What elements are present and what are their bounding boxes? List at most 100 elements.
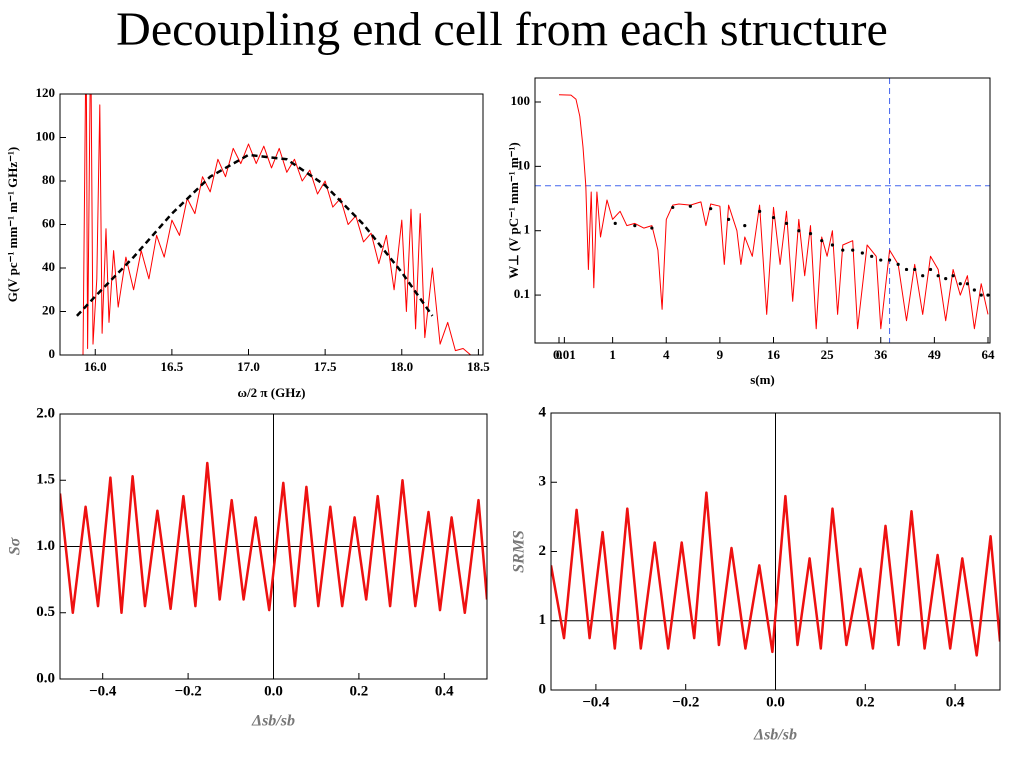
data-point bbox=[726, 217, 731, 221]
plot-frame bbox=[550, 412, 1001, 691]
x-tick-label: 64 bbox=[982, 347, 996, 362]
x-tick-label: 0.2 bbox=[350, 683, 369, 699]
data-point bbox=[841, 248, 845, 252]
data-point bbox=[830, 243, 835, 247]
data-point bbox=[986, 293, 990, 297]
data-point bbox=[743, 224, 747, 228]
y-tick-label: 4 bbox=[539, 404, 547, 420]
data-point bbox=[671, 205, 675, 210]
y-tick-label: 0.5 bbox=[36, 604, 55, 620]
y-tick-label: 1.5 bbox=[36, 472, 55, 488]
series-line bbox=[75, 153, 434, 317]
data-point bbox=[820, 239, 824, 243]
data-point bbox=[860, 251, 864, 255]
y-tick-label: 1 bbox=[539, 612, 547, 628]
x-tick-label: 0.4 bbox=[435, 683, 454, 699]
data-point bbox=[887, 258, 892, 262]
data-point bbox=[896, 262, 900, 266]
data-point bbox=[771, 215, 776, 220]
y-tick-label: 80 bbox=[42, 172, 55, 187]
x-tick-label: 17.5 bbox=[314, 359, 337, 374]
series-line bbox=[60, 461, 487, 615]
y-tick-label: 1.0 bbox=[36, 538, 55, 554]
data-point bbox=[758, 209, 762, 213]
x-tick-label: 17.0 bbox=[237, 359, 260, 374]
plot-area bbox=[535, 78, 990, 343]
data-point bbox=[944, 277, 948, 281]
x-tick-label: 0 bbox=[556, 347, 563, 362]
series-line bbox=[72, 94, 479, 355]
plot-area bbox=[72, 94, 479, 355]
chart: −0.4 −0.2 0.0 0.2 0.4 0.0 0.5 1.0 1.5 2.0 Δsb/sb Sσ bbox=[7, 405, 488, 730]
y-tick-label: 2.0 bbox=[36, 405, 55, 421]
x-axis-label: Δsb/sb bbox=[251, 713, 295, 730]
x-tick-label: −0.2 bbox=[174, 683, 201, 699]
y-tick-label: 0.1 bbox=[514, 286, 530, 301]
y-tick-label: 0 bbox=[539, 681, 547, 697]
x-tick-label: −0.4 bbox=[89, 683, 117, 699]
data-point bbox=[709, 207, 713, 211]
x-axis-label: Δsb/sb bbox=[753, 727, 797, 744]
x-tick-label: 16 bbox=[767, 347, 781, 362]
y-axis-label: G(V pc⁻¹ mm⁻¹ m⁻¹ GHz⁻¹) bbox=[5, 147, 20, 302]
x-tick-label: 0.01 bbox=[553, 347, 576, 362]
data-point bbox=[951, 274, 955, 278]
y-tick-label: 100 bbox=[36, 128, 56, 143]
y-tick-label: 0.0 bbox=[36, 670, 55, 686]
data-point bbox=[784, 221, 789, 225]
y-tick-label: 100 bbox=[511, 93, 531, 108]
data-point bbox=[972, 288, 976, 292]
data-point bbox=[928, 267, 933, 272]
plot-area bbox=[551, 413, 1000, 690]
data-point bbox=[650, 226, 654, 230]
x-tick-label: 0.0 bbox=[766, 694, 785, 710]
x-tick-label: 9 bbox=[717, 347, 724, 362]
data-point bbox=[851, 248, 855, 252]
y-tick-label: 120 bbox=[36, 85, 56, 100]
slide-title: Decoupling end cell from each structure bbox=[116, 3, 888, 56]
y-tick-label: 0 bbox=[49, 346, 56, 361]
chart: −0.4 −0.2 0.0 0.2 0.4 0 1 2 3 4 Δsb/sb SRMS bbox=[511, 404, 1001, 744]
data-point bbox=[936, 274, 940, 278]
series-line bbox=[551, 491, 1000, 657]
data-point bbox=[808, 232, 813, 236]
data-point bbox=[879, 258, 883, 262]
plot-frame bbox=[59, 413, 488, 680]
x-tick-label: 36 bbox=[874, 347, 888, 362]
data-point bbox=[921, 274, 925, 278]
chart: 16.0 16.5 17.0 17.5 18.0 18.5 0 20 40 60 80 100 120 ω… bbox=[5, 85, 490, 400]
x-tick-label: 16.5 bbox=[161, 359, 184, 374]
y-tick-label: 60 bbox=[42, 215, 55, 230]
x-tick-label: 0.2 bbox=[856, 694, 875, 710]
x-tick-label: 18.5 bbox=[467, 359, 490, 374]
y-tick-label: 2 bbox=[539, 543, 547, 559]
plot-frame bbox=[59, 93, 484, 356]
y-axis-label: W⊥ (V pC⁻¹ mm⁻¹ m⁻¹) bbox=[506, 142, 521, 279]
data-point bbox=[613, 221, 617, 225]
data-point bbox=[913, 267, 917, 272]
x-tick-label: 0.0 bbox=[264, 683, 283, 699]
series-line bbox=[558, 94, 989, 330]
x-axis-label: ω/2 π (GHz) bbox=[238, 385, 306, 400]
data-point bbox=[797, 229, 801, 233]
plot-area bbox=[60, 414, 487, 679]
y-tick-label: 40 bbox=[42, 259, 55, 274]
data-point bbox=[979, 293, 983, 297]
y-tick-label: 20 bbox=[42, 302, 55, 317]
y-axis-label: SRMS bbox=[511, 530, 528, 573]
y-tick-label: 10 bbox=[517, 157, 530, 172]
data-point bbox=[870, 254, 874, 258]
x-tick-label: 4 bbox=[663, 347, 670, 362]
x-tick-label: 18.0 bbox=[390, 359, 413, 374]
y-tick-label: 3 bbox=[539, 474, 547, 490]
plot-frame bbox=[534, 77, 991, 344]
x-tick-label: −0.2 bbox=[672, 694, 699, 710]
x-tick-label: 16.0 bbox=[84, 359, 107, 374]
data-point bbox=[904, 267, 909, 272]
x-tick-label: −0.4 bbox=[582, 694, 610, 710]
x-tick-label: 49 bbox=[928, 347, 942, 362]
x-axis-label: s(m) bbox=[750, 372, 775, 387]
x-tick-label: 0.4 bbox=[946, 694, 965, 710]
y-tick-label: 1 bbox=[524, 222, 531, 237]
